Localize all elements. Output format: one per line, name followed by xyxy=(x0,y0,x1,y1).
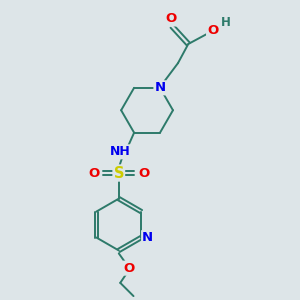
Text: O: O xyxy=(88,167,99,179)
Text: NH: NH xyxy=(110,145,130,158)
Text: O: O xyxy=(166,13,177,26)
Text: O: O xyxy=(207,24,218,37)
Text: N: N xyxy=(142,231,153,244)
Text: H: H xyxy=(221,16,231,29)
Text: O: O xyxy=(124,262,135,275)
Text: S: S xyxy=(113,166,124,181)
Text: O: O xyxy=(138,167,149,179)
Text: N: N xyxy=(154,81,166,94)
